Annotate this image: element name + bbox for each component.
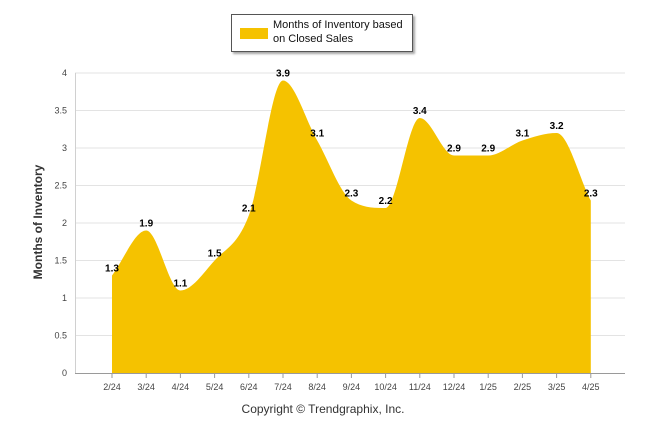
data-label: 1.3: [105, 264, 119, 275]
data-label: 2.1: [242, 204, 256, 215]
x-tick-label: 12/24: [443, 382, 466, 392]
legend: Months of Inventory based on Closed Sale…: [231, 14, 413, 52]
y-tick-label: 2.5: [54, 181, 67, 191]
area-series: [112, 80, 591, 373]
x-tick-label: 1/25: [479, 382, 497, 392]
x-tick-label: 3/25: [548, 382, 566, 392]
legend-label: Months of Inventory based on Closed Sale…: [273, 19, 403, 45]
x-tick-label: 10/24: [374, 382, 397, 392]
copyright-text: Copyright © Trendgraphix, Inc.: [241, 402, 405, 416]
data-label: 1.1: [173, 279, 187, 290]
x-tick-label: 5/24: [206, 382, 224, 392]
data-label: 3.1: [310, 129, 324, 140]
data-label: 3.9: [276, 69, 290, 80]
y-tick-label: 1: [62, 293, 67, 303]
x-tick-label: 11/24: [409, 382, 431, 392]
y-tick-label: 0: [62, 368, 67, 378]
legend-swatch: [240, 28, 268, 39]
y-tick-label: 2: [62, 218, 67, 228]
x-tick-label: 2/25: [514, 382, 532, 392]
y-tick-label: 4: [62, 68, 67, 78]
y-tick-labels: 0 0.5 1 1.5 2 2.5 3 3.5 4: [54, 68, 67, 378]
data-label: 3.4: [413, 106, 427, 117]
x-tick-label: 7/24: [274, 382, 292, 392]
x-tick-label: 3/24: [137, 382, 155, 392]
axes: [75, 73, 625, 378]
x-tick-label: 4/25: [582, 382, 600, 392]
y-tick-label: 1.5: [54, 256, 67, 266]
data-label: 1.5: [208, 249, 222, 260]
data-label: 2.9: [447, 144, 461, 155]
data-label: 2.9: [481, 144, 495, 155]
x-tick-label: 6/24: [240, 382, 258, 392]
data-label: 3.2: [550, 121, 564, 132]
data-label: 2.2: [379, 196, 393, 207]
data-label: 2.3: [584, 189, 598, 200]
x-tick-label: 4/24: [172, 382, 190, 392]
data-labels: 1.3 1.9 1.1 1.5 2.1 3.9 3.1 2.3 2.2 3.4 2.9 2.9 3.1 3…: [105, 69, 598, 290]
data-label: 3.1: [515, 129, 529, 140]
y-tick-label: 3.5: [54, 106, 67, 116]
y-tick-label: 0.5: [54, 331, 67, 341]
x-tick-label: 8/24: [308, 382, 326, 392]
y-axis-title: Months of Inventory: [31, 164, 45, 279]
y-tick-label: 3: [62, 143, 67, 153]
data-label: 2.3: [344, 189, 358, 200]
area-fill: [112, 80, 591, 373]
x-tick-label: 2/24: [103, 382, 121, 392]
x-tick-label: 9/24: [343, 382, 361, 392]
data-label: 1.9: [139, 219, 153, 230]
x-tick-labels: 2/24 3/24 4/24 5/24 6/24 7/24 8/24 9/24 10/24 11/…: [103, 382, 599, 392]
